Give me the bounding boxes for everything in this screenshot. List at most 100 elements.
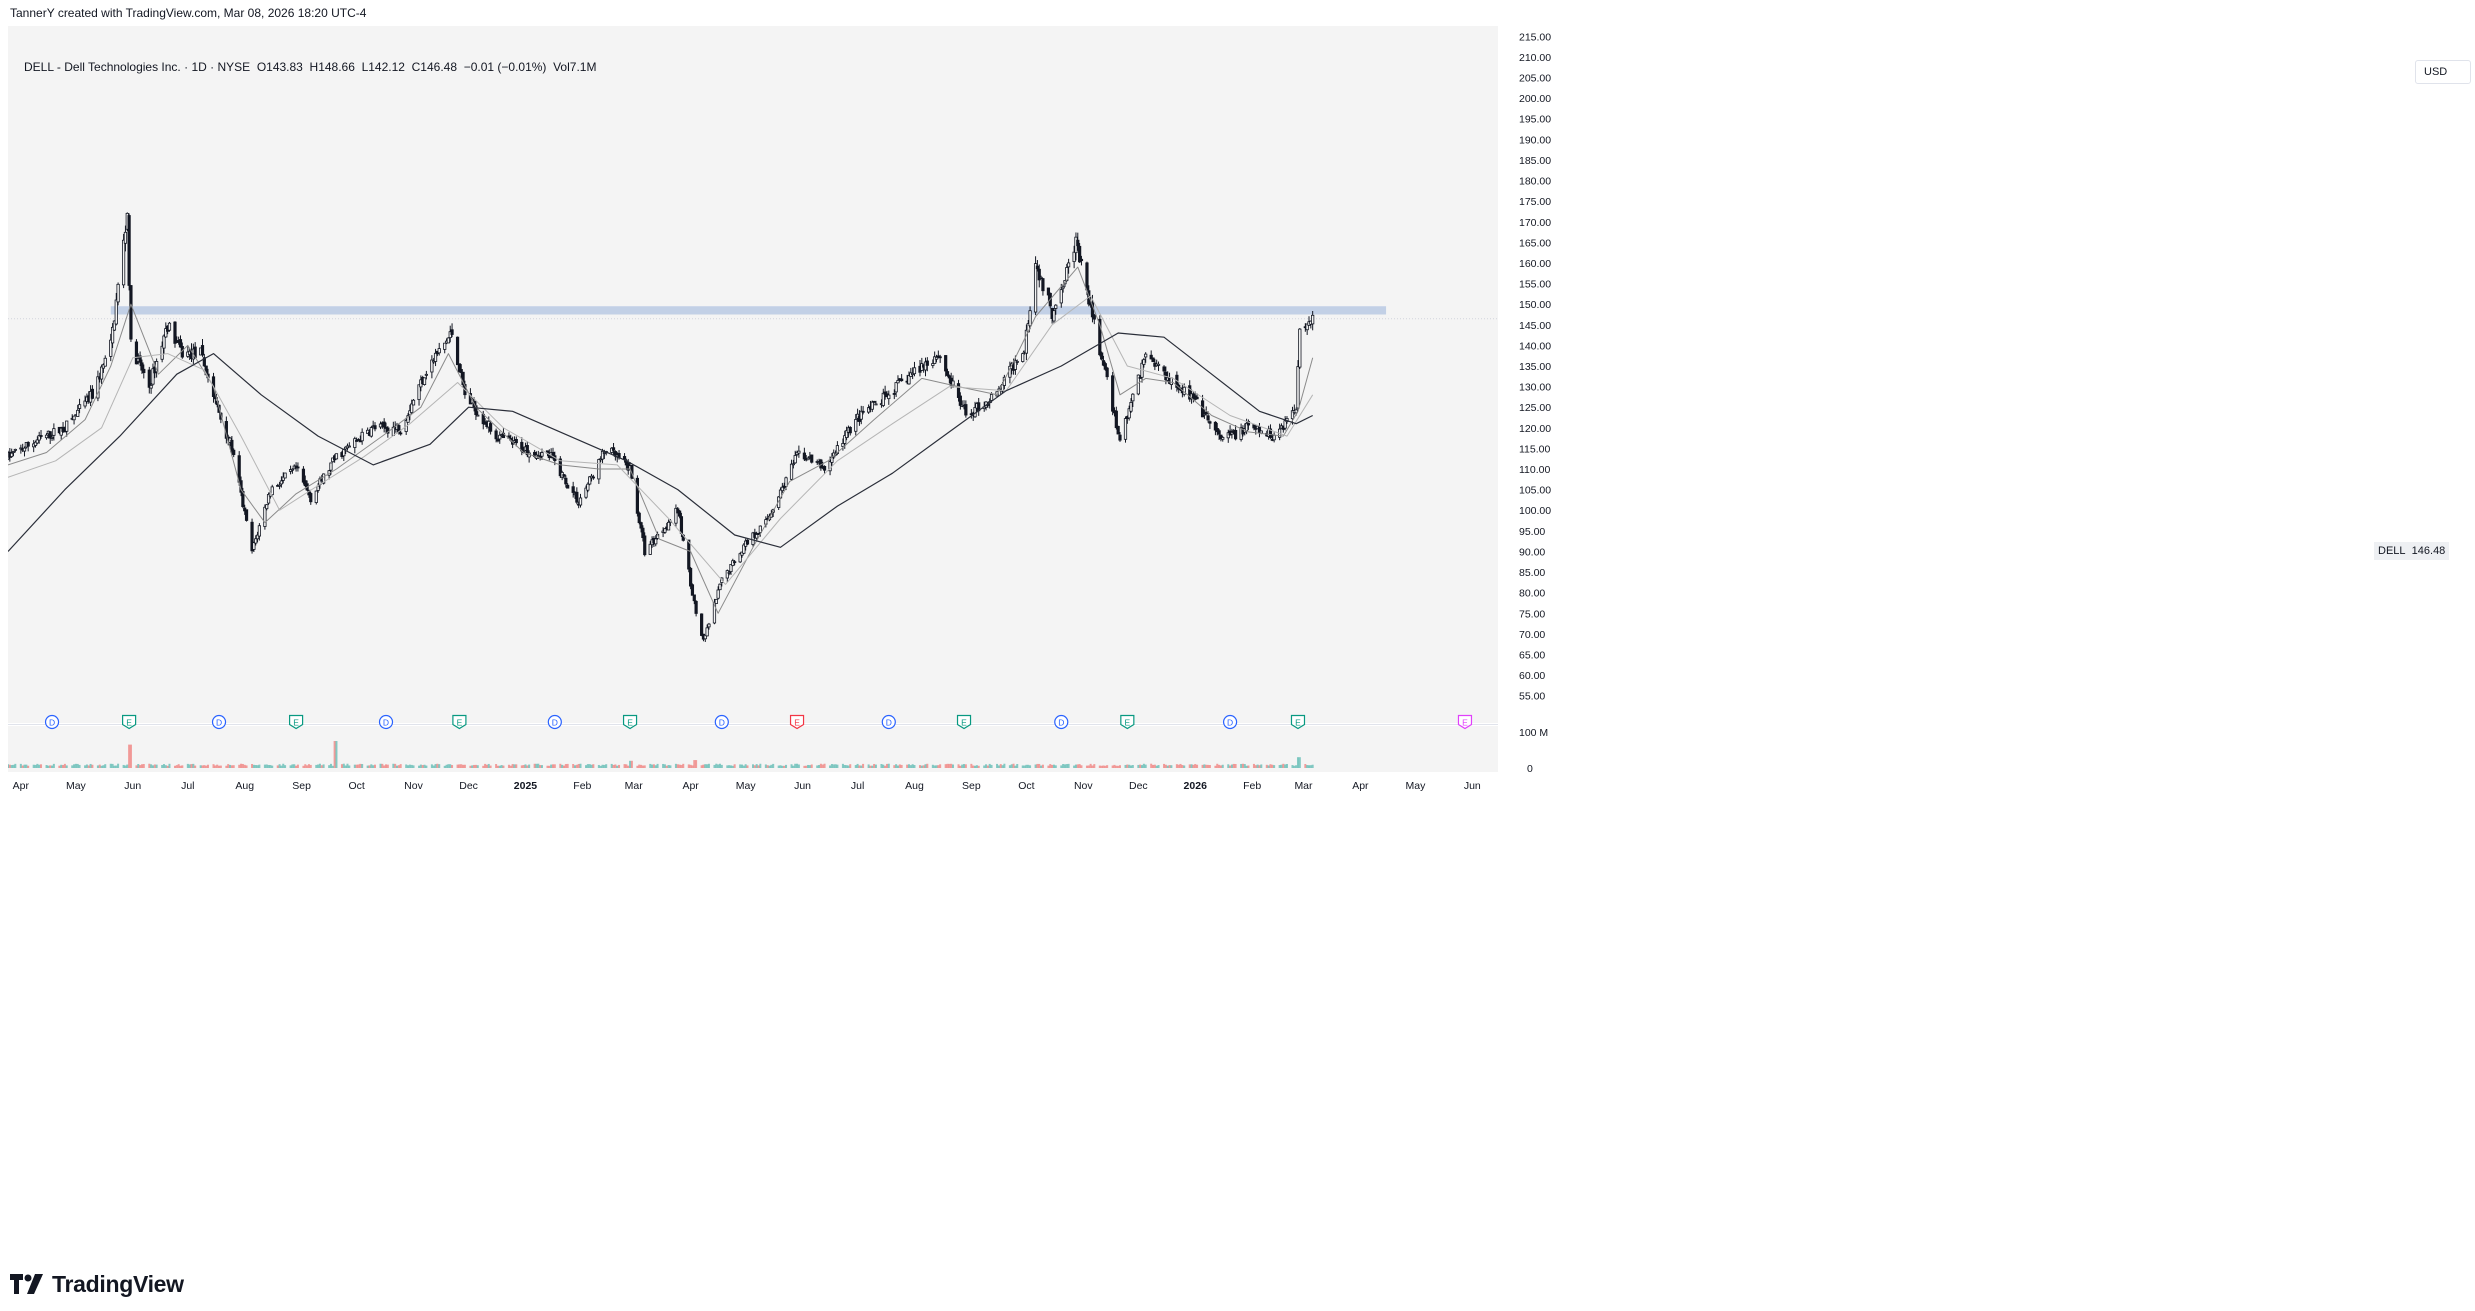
volume-bar xyxy=(526,765,529,768)
volume-bar xyxy=(511,764,514,768)
dividend-marker[interactable]: D xyxy=(1222,714,1238,730)
candle-body xyxy=(725,570,729,579)
volume-bar xyxy=(603,764,606,768)
candle-body xyxy=(103,357,107,367)
candle-body xyxy=(164,328,168,338)
currency-button[interactable]: USD xyxy=(2415,60,2471,84)
price-chart[interactable]: 55.00 60.00 65.00 70.00 75.00 80.00 85.00 90.00… xyxy=(8,26,2472,1262)
volume-bar xyxy=(166,765,169,768)
volume-bar xyxy=(561,764,564,768)
candle-body xyxy=(1131,393,1135,402)
volume-bar xyxy=(190,764,193,768)
chart-frame[interactable]: 55.00 60.00 65.00 70.00 75.00 80.00 85.00 90.00… xyxy=(8,26,2472,1262)
volume-bar xyxy=(151,765,154,768)
candle-body xyxy=(1142,359,1146,365)
volume-bar xyxy=(1010,764,1013,768)
earnings-marker[interactable]: E xyxy=(956,714,972,730)
volume-bar xyxy=(423,764,426,768)
candle-body xyxy=(1233,429,1238,440)
x-tick-label-19: Nov xyxy=(1074,780,1093,792)
volume-bar xyxy=(533,763,536,768)
volume-bar xyxy=(199,765,202,768)
candle-body xyxy=(945,371,950,376)
candle-body xyxy=(923,361,928,371)
volume-bar xyxy=(702,764,705,768)
candle-body xyxy=(1136,374,1140,395)
dividend-marker[interactable]: D xyxy=(211,714,227,730)
volume-bar xyxy=(346,763,349,768)
candle-body xyxy=(1067,262,1071,268)
dividend-marker[interactable]: D xyxy=(44,714,60,730)
legend-name: Dell Technologies Inc. xyxy=(64,60,181,74)
volume-bar xyxy=(1163,763,1166,768)
volume-bar xyxy=(731,765,734,768)
candle-body xyxy=(399,432,403,435)
volume-bar xyxy=(572,763,575,768)
y-tick-label-17: 140.00 xyxy=(1519,340,1551,352)
volume-bar xyxy=(808,765,811,768)
candle-body xyxy=(751,532,755,545)
tradingview-logo[interactable]: TradingView xyxy=(10,1268,184,1300)
candle-body xyxy=(96,376,100,399)
earnings-marker[interactable]: E xyxy=(452,714,467,730)
volume-bar xyxy=(1054,765,1057,768)
x-tick-label-25: May xyxy=(1406,780,1427,792)
volume-bar xyxy=(1023,765,1026,768)
svg-text:E: E xyxy=(961,718,967,728)
volume-bar xyxy=(333,741,336,768)
volume-bar xyxy=(1291,765,1294,768)
volume-bar xyxy=(1041,764,1044,768)
candle-body xyxy=(1296,366,1300,409)
dividend-marker[interactable]: D xyxy=(881,714,896,730)
earnings-marker[interactable]: E xyxy=(1120,714,1135,730)
earnings-marker[interactable]: E xyxy=(288,714,304,730)
volume-bar xyxy=(1144,764,1147,768)
dividend-marker[interactable]: D xyxy=(378,714,394,730)
earnings-marker[interactable]: E xyxy=(1457,714,1473,730)
candle-body xyxy=(712,601,717,624)
volume-bar xyxy=(944,764,947,768)
x-tick-label-23: Mar xyxy=(1294,780,1313,792)
volume-bar xyxy=(218,765,221,768)
volume-bar xyxy=(232,765,235,768)
dividend-marker[interactable]: D xyxy=(547,714,562,730)
candle-body xyxy=(933,356,937,364)
earnings-marker[interactable]: E xyxy=(122,714,137,730)
volume-bar xyxy=(1102,765,1105,768)
volume-bar xyxy=(1104,765,1107,768)
volume-bar xyxy=(96,765,99,768)
volume-bar xyxy=(432,765,435,768)
volume-bar xyxy=(513,764,516,768)
volume-bar xyxy=(836,764,839,768)
earnings-marker[interactable]: E xyxy=(622,714,638,730)
volume-bar xyxy=(295,765,298,768)
volume-bar xyxy=(168,763,171,768)
x-tick-label-4: Aug xyxy=(235,780,254,792)
volume-bar xyxy=(706,764,709,768)
candle-body xyxy=(742,544,746,554)
earnings-marker[interactable]: E xyxy=(789,714,805,730)
candle-body xyxy=(1021,353,1025,362)
volume-bar xyxy=(256,765,259,768)
dividend-marker[interactable]: D xyxy=(714,714,729,730)
candle-body xyxy=(780,486,784,492)
volume-bar xyxy=(819,763,822,768)
candle-body xyxy=(1259,430,1263,434)
dividend-marker[interactable]: D xyxy=(1054,714,1069,730)
volume-bar xyxy=(280,765,283,768)
earnings-marker[interactable]: E xyxy=(1290,714,1306,730)
volume-bar xyxy=(662,763,665,768)
legend-interval[interactable]: 1D xyxy=(191,60,207,74)
volume-bar xyxy=(451,765,454,768)
volume-bar xyxy=(357,764,360,768)
volume-bar xyxy=(999,764,1002,768)
candle-body xyxy=(874,403,878,406)
y-tick-label-25: 180.00 xyxy=(1519,176,1551,188)
volume-bar xyxy=(586,764,589,768)
volume-bar xyxy=(781,765,784,768)
svg-text:D: D xyxy=(552,718,558,728)
volume-bar xyxy=(502,765,505,768)
legend-symbol[interactable]: DELL xyxy=(24,60,54,74)
candle-body xyxy=(892,393,896,395)
volume-bar xyxy=(1260,764,1263,768)
